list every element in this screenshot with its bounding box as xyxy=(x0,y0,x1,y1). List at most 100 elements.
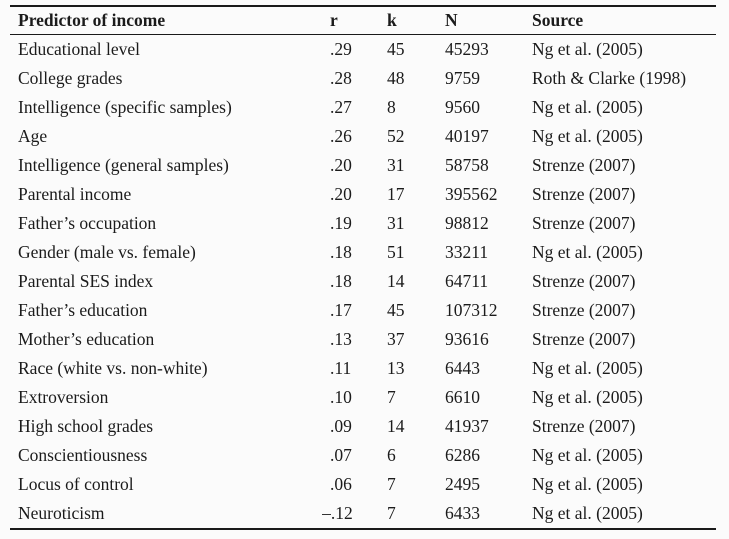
table-row: Race (white vs. non-white) .11 13 6443 Ng et… xyxy=(10,354,716,383)
cell-r: .27 xyxy=(330,96,352,117)
cell-n: 40197 xyxy=(445,125,489,146)
cell-k: 31 xyxy=(387,212,405,233)
column-header-k: k xyxy=(387,9,397,30)
cell-r: .09 xyxy=(330,415,352,436)
cell-predictor: Race (white vs. non-white) xyxy=(18,357,208,378)
table-row: Gender (male vs. female) .18 51 33211 Ng et … xyxy=(10,238,716,267)
cell-predictor: Intelligence (specific samples) xyxy=(18,96,232,117)
cell-n: 41937 xyxy=(445,415,489,436)
cell-r: .10 xyxy=(330,386,352,407)
cell-n: 6286 xyxy=(445,444,480,465)
cell-n: 107312 xyxy=(445,299,498,320)
cell-predictor: Educational level xyxy=(18,38,140,59)
cell-source: Strenze (2007) xyxy=(532,154,636,175)
cell-r: .29 xyxy=(330,38,352,59)
cell-source: Roth & Clarke (1998) xyxy=(532,67,687,88)
cell-source: Strenze (2007) xyxy=(532,183,636,204)
cell-predictor: Locus of control xyxy=(18,473,134,494)
table-row: Parental SES index .18 14 64711 Strenze (200… xyxy=(10,267,716,296)
cell-k: 8 xyxy=(387,96,396,117)
cell-predictor: Extroversion xyxy=(18,386,109,407)
cell-n: 2495 xyxy=(445,473,480,494)
table-header-row: Predictor of income r k N Source xyxy=(10,6,716,35)
cell-k: 48 xyxy=(387,67,405,88)
cell-r: .18 xyxy=(330,241,352,262)
cell-source: Ng et al. (2005) xyxy=(532,473,643,494)
table-row: Father’s education .17 45 107312 Strenze (20… xyxy=(10,296,716,325)
table-body: Educational level .29 45 45293 Ng et al. (20… xyxy=(10,35,716,530)
cell-k: 6 xyxy=(387,444,396,465)
cell-k: 14 xyxy=(387,270,405,291)
column-header-predictor: Predictor of income xyxy=(18,9,166,30)
cell-source: Ng et al. (2005) xyxy=(532,125,643,146)
cell-n: 6433 xyxy=(445,502,480,523)
table-row: Neuroticism –.12 7 6433 Ng et al. (2005) xyxy=(10,499,716,529)
cell-k: 17 xyxy=(387,183,405,204)
cell-source: Ng et al. (2005) xyxy=(532,386,643,407)
cell-predictor: Conscientiousness xyxy=(18,444,148,465)
cell-predictor: Intelligence (general samples) xyxy=(18,154,229,175)
cell-k: 31 xyxy=(387,154,405,175)
table-row: Intelligence (general samples) .20 31 58758… xyxy=(10,151,716,180)
cell-r: .06 xyxy=(330,473,352,494)
cell-r: –.12 xyxy=(322,502,353,523)
table-row: College grades .28 48 9759 Roth & Clarke (19… xyxy=(10,64,716,93)
cell-predictor: Age xyxy=(18,125,48,146)
cell-r: .18 xyxy=(330,270,352,291)
table-row: Age .26 52 40197 Ng et al. (2005) xyxy=(10,122,716,151)
cell-source: Ng et al. (2005) xyxy=(532,38,643,59)
cell-r: .26 xyxy=(330,125,352,146)
cell-predictor: Neuroticism xyxy=(18,502,105,523)
cell-r: .13 xyxy=(330,328,352,349)
cell-predictor: High school grades xyxy=(18,415,154,436)
cell-source: Strenze (2007) xyxy=(532,212,636,233)
cell-k: 45 xyxy=(387,299,405,320)
cell-r: .07 xyxy=(330,444,352,465)
cell-r: .28 xyxy=(330,67,352,88)
cell-n: 395562 xyxy=(445,183,498,204)
table-row: Conscientiousness .07 6 6286 Ng et al. (2005… xyxy=(10,441,716,470)
cell-source: Strenze (2007) xyxy=(532,299,636,320)
table-row: High school grades .09 14 41937 Strenze (200… xyxy=(10,412,716,441)
cell-k: 51 xyxy=(387,241,405,262)
cell-k: 52 xyxy=(387,125,405,146)
table-row: Parental income .20 17 395562 Strenze (2007) xyxy=(10,180,716,209)
cell-k: 7 xyxy=(387,502,396,523)
cell-predictor: Father’s occupation xyxy=(18,212,157,233)
table-row: Intelligence (specific samples) .27 8 9560 N… xyxy=(10,93,716,122)
cell-r: .20 xyxy=(330,183,352,204)
cell-n: 6610 xyxy=(445,386,480,407)
cell-source: Ng et al. (2005) xyxy=(532,241,643,262)
cell-predictor: Parental income xyxy=(18,183,132,204)
cell-k: 14 xyxy=(387,415,405,436)
cell-n: 9759 xyxy=(445,67,480,88)
cell-n: 58758 xyxy=(445,154,489,175)
cell-r: .17 xyxy=(330,299,352,320)
cell-k: 13 xyxy=(387,357,405,378)
cell-predictor: Father’s education xyxy=(18,299,148,320)
cell-r: .19 xyxy=(330,212,352,233)
cell-predictor: Parental SES index xyxy=(18,270,154,291)
cell-n: 6443 xyxy=(445,357,480,378)
cell-predictor: Mother’s education xyxy=(18,328,155,349)
cell-source: Ng et al. (2005) xyxy=(532,444,643,465)
table-row: Locus of control .06 7 2495 Ng et al. (2005) xyxy=(10,470,716,499)
column-header-source: Source xyxy=(532,9,584,30)
cell-n: 93616 xyxy=(445,328,489,349)
cell-n: 9560 xyxy=(445,96,480,117)
cell-source: Strenze (2007) xyxy=(532,270,636,291)
cell-n: 45293 xyxy=(445,38,489,59)
cell-n: 64711 xyxy=(445,270,489,291)
cell-n: 33211 xyxy=(445,241,489,262)
cell-source: Ng et al. (2005) xyxy=(532,357,643,378)
cell-r: .11 xyxy=(330,357,352,378)
table-header: Predictor of income r k N Source xyxy=(10,6,716,35)
cell-predictor: College grades xyxy=(18,67,123,88)
table-row: Extroversion .10 7 6610 Ng et al. (2005) xyxy=(10,383,716,412)
cell-k: 7 xyxy=(387,473,396,494)
cell-r: .20 xyxy=(330,154,352,175)
table-row: Mother’s education .13 37 93616 Strenze (200… xyxy=(10,325,716,354)
column-header-n: N xyxy=(445,9,458,30)
table-row: Father’s occupation .19 31 98812 Strenze (20… xyxy=(10,209,716,238)
